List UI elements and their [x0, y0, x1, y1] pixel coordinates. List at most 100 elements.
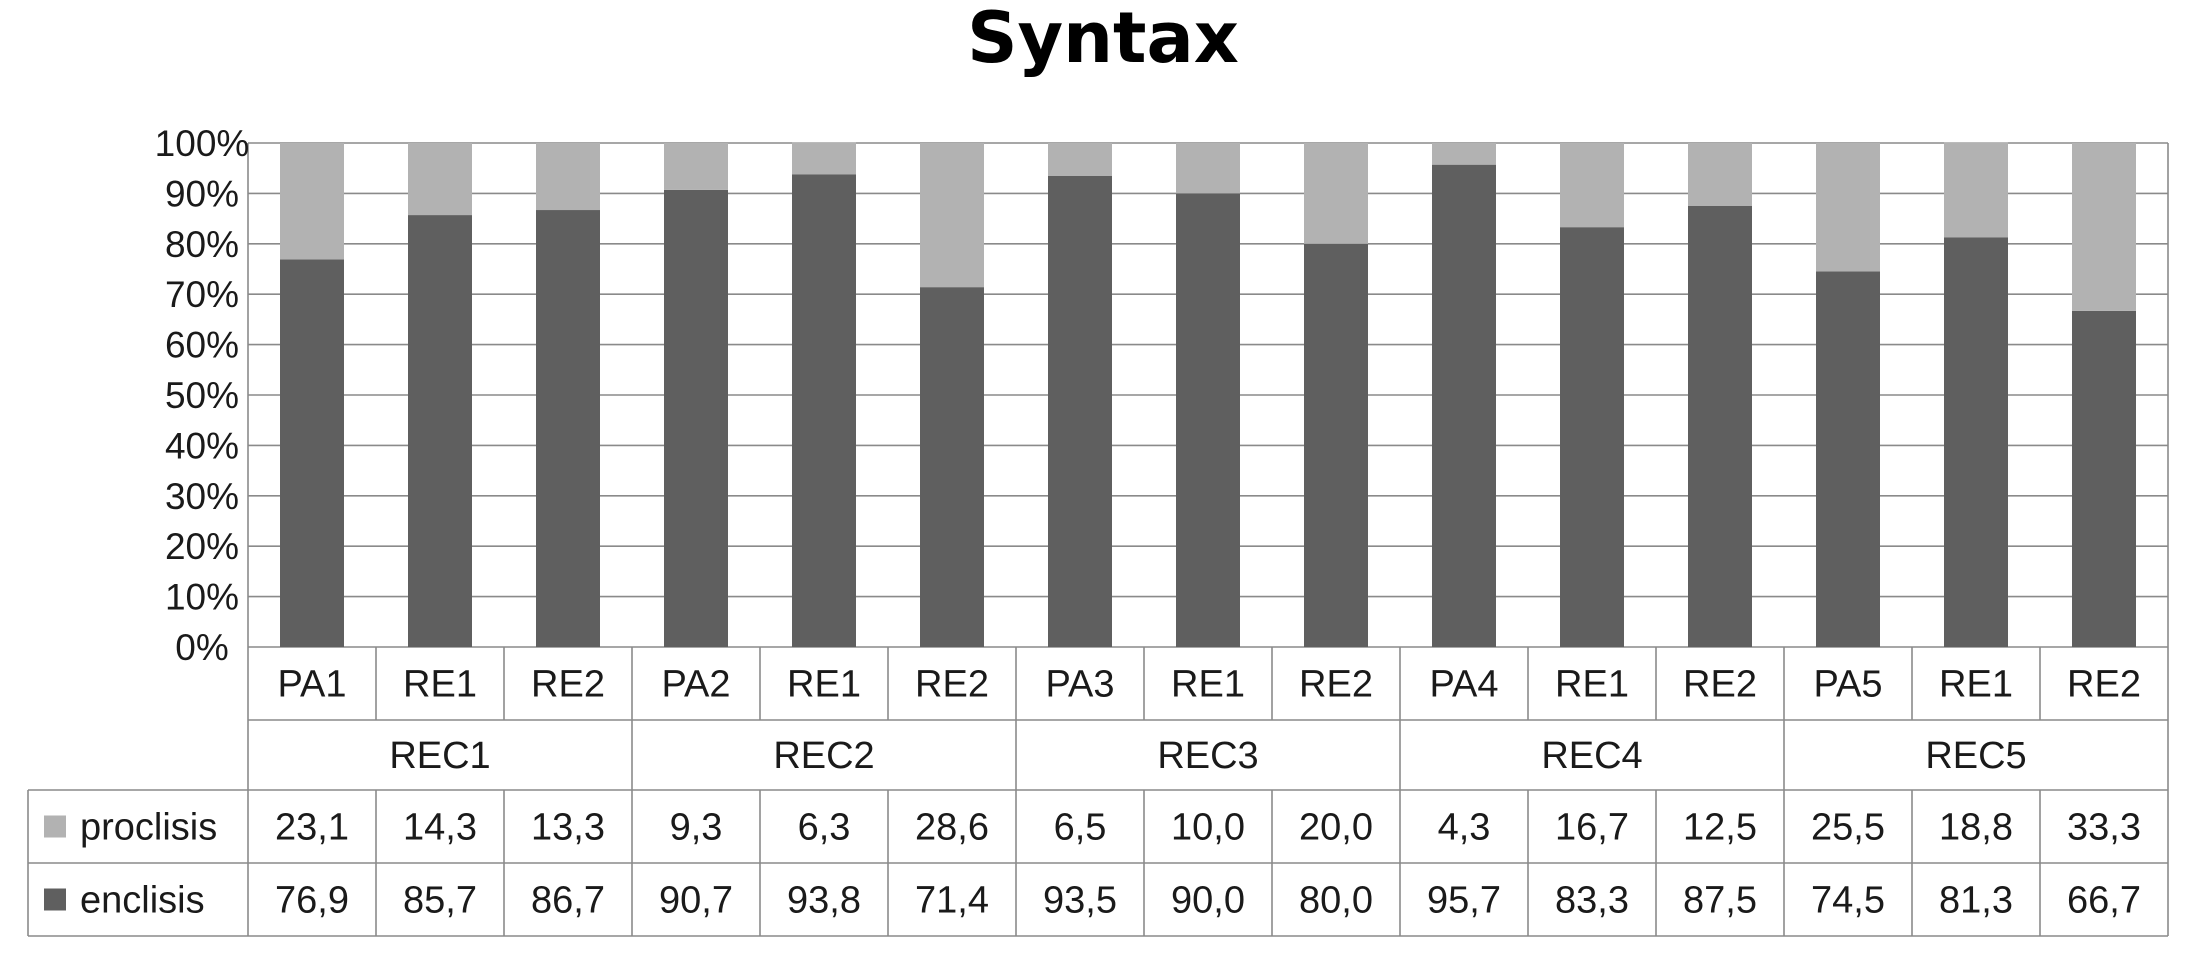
bar-proclisis — [280, 143, 344, 260]
data-label-proclisis: 10,0 — [1171, 807, 1245, 849]
data-table: PA1 RE1 RE2 PA2 RE1 RE2 PA3 RE1 RE2 PA4 RE1 RE2 PA5 R… — [27, 647, 2169, 937]
bar-enclisis — [536, 210, 600, 648]
bar-enclisis — [1304, 243, 1368, 648]
data-label-enclisis: 93,5 — [1043, 880, 1117, 922]
bar-enclisis — [1048, 175, 1112, 647]
data-label-enclisis: 74,5 — [1811, 880, 1885, 922]
group-label: REC2 — [773, 735, 874, 777]
data-label-enclisis: 86,7 — [531, 880, 605, 922]
y-axis: 0% 10% 20% 30% 40% 50% 60% 70% 80% 90% 100% — [155, 123, 250, 668]
category-label: PA3 — [1045, 664, 1114, 706]
bar-proclisis — [792, 142, 856, 175]
data-label-proclisis: 6,5 — [1054, 807, 1107, 849]
data-label-enclisis: 90,7 — [659, 880, 733, 922]
bar-enclisis — [2072, 310, 2136, 647]
chart-title: Syntax — [967, 0, 1239, 79]
bar-proclisis — [1560, 143, 1624, 228]
data-label-enclisis: 87,5 — [1683, 880, 1757, 922]
y-tick-label: 10% — [165, 577, 239, 618]
category-label: RE2 — [915, 664, 989, 706]
category-label: PA5 — [1813, 664, 1882, 706]
bar-proclisis — [1304, 143, 1368, 244]
y-tick-label: 90% — [165, 173, 239, 214]
data-label-enclisis: 90,0 — [1171, 880, 1245, 922]
data-label-proclisis: 9,3 — [670, 807, 723, 849]
bar-proclisis — [1432, 143, 1496, 165]
category-label: RE1 — [1555, 664, 1629, 706]
legend-key-proclisis — [44, 815, 66, 838]
bar-proclisis — [1048, 143, 1112, 176]
data-label-proclisis: 13,3 — [531, 807, 605, 849]
y-tick-label: 50% — [165, 375, 239, 416]
data-label-enclisis: 71,4 — [915, 880, 989, 922]
legend-label-proclisis: proclisis — [80, 807, 217, 849]
bar-proclisis — [1176, 143, 1240, 194]
bar-enclisis — [1944, 237, 2008, 648]
data-label-enclisis: 93,8 — [787, 880, 861, 922]
y-tick-label: 100% — [155, 123, 250, 164]
category-label: PA1 — [277, 664, 346, 706]
y-tick-label: 60% — [165, 325, 239, 366]
legend-key-enclisis — [44, 888, 66, 911]
data-label-enclisis: 83,3 — [1555, 880, 1629, 922]
y-tick-label: 0% — [175, 627, 228, 668]
group-label: REC1 — [389, 735, 490, 777]
data-label-proclisis: 23,1 — [275, 807, 349, 849]
bar-proclisis — [2072, 143, 2136, 311]
bar-enclisis — [1688, 206, 1752, 647]
category-label: RE2 — [1683, 664, 1757, 706]
bars — [280, 142, 2136, 648]
y-tick-label: 30% — [165, 476, 239, 517]
bar-enclisis — [1432, 164, 1496, 647]
data-label-proclisis: 16,7 — [1555, 807, 1629, 849]
data-label-proclisis: 14,3 — [403, 807, 477, 849]
data-label-enclisis: 85,7 — [403, 880, 477, 922]
bar-enclisis — [408, 215, 472, 647]
bar-proclisis — [1816, 143, 1880, 272]
category-label: PA4 — [1429, 664, 1498, 706]
bar-enclisis — [1176, 193, 1240, 647]
category-label: RE2 — [2067, 664, 2141, 706]
data-label-proclisis: 4,3 — [1438, 807, 1491, 849]
group-label: REC5 — [1925, 735, 2026, 777]
y-tick-label: 70% — [165, 274, 239, 315]
data-label-proclisis: 12,5 — [1683, 807, 1757, 849]
bar-enclisis — [792, 174, 856, 648]
data-label-proclisis: 20,0 — [1299, 807, 1373, 849]
data-label-enclisis: 76,9 — [275, 880, 349, 922]
legend-label-enclisis: enclisis — [80, 880, 205, 922]
y-tick-label: 20% — [165, 526, 239, 567]
bar-proclisis — [920, 143, 984, 288]
category-label: RE1 — [787, 664, 861, 706]
group-label: REC4 — [1541, 735, 1642, 777]
data-label-proclisis: 18,8 — [1939, 807, 2013, 849]
data-label-enclisis: 95,7 — [1427, 880, 1501, 922]
data-label-enclisis: 81,3 — [1939, 880, 2013, 922]
category-label: RE1 — [1171, 664, 1245, 706]
bar-proclisis — [1688, 143, 1752, 206]
y-tick-label: 80% — [165, 224, 239, 265]
category-label: RE1 — [403, 664, 477, 706]
bar-enclisis — [920, 287, 984, 647]
bar-enclisis — [280, 259, 344, 647]
bar-proclisis — [408, 143, 472, 216]
data-label-proclisis: 25,5 — [1811, 807, 1885, 849]
category-label: PA2 — [661, 664, 730, 706]
data-label-proclisis: 28,6 — [915, 807, 989, 849]
y-tick-label: 40% — [165, 425, 239, 466]
group-label: REC3 — [1157, 735, 1258, 777]
data-label-enclisis: 80,0 — [1299, 880, 1373, 922]
bar-proclisis — [664, 143, 728, 190]
category-label: RE1 — [1939, 664, 2013, 706]
category-label: RE2 — [1299, 664, 1373, 706]
bar-enclisis — [1560, 227, 1624, 647]
bar-proclisis — [536, 143, 600, 211]
category-label: RE2 — [531, 664, 605, 706]
data-label-proclisis: 33,3 — [2067, 807, 2141, 849]
data-label-proclisis: 6,3 — [798, 807, 851, 849]
bar-enclisis — [664, 189, 728, 647]
bar-enclisis — [1816, 271, 1880, 647]
bar-proclisis — [1944, 142, 2008, 238]
data-label-enclisis: 66,7 — [2067, 880, 2141, 922]
